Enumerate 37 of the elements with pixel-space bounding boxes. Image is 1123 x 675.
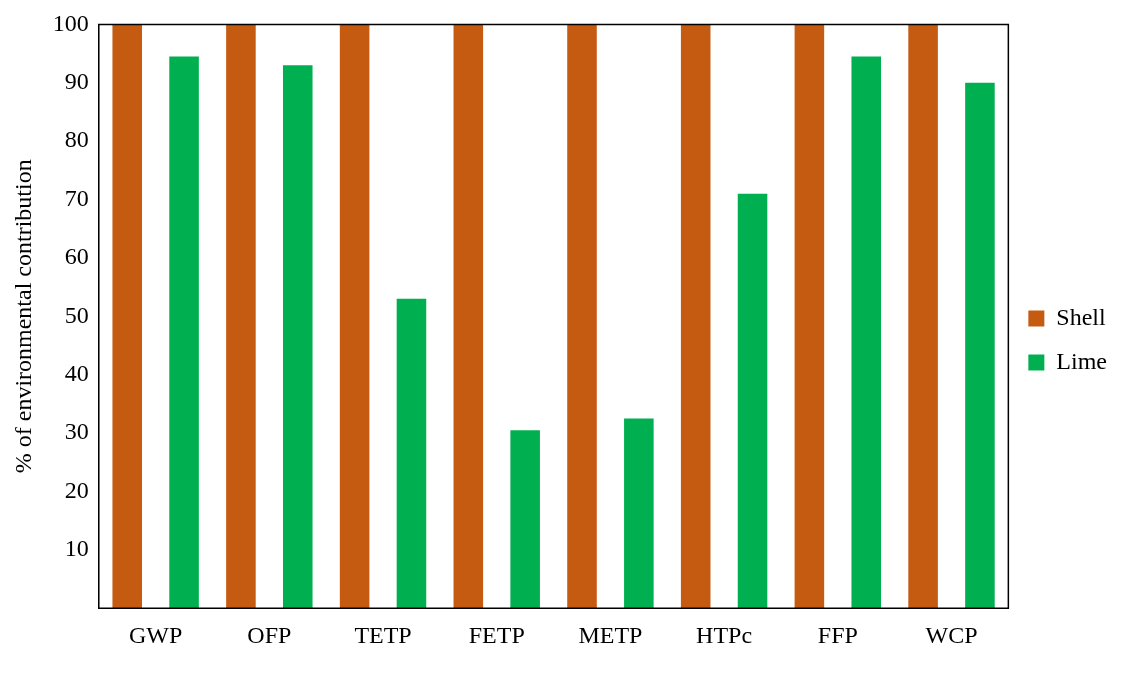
y-tick-label: 50 <box>64 301 89 328</box>
bar <box>680 24 711 609</box>
bar <box>965 82 995 609</box>
legend-label: Lime <box>1056 347 1108 374</box>
y-tick-label: 70 <box>64 184 89 211</box>
x-tick-label: OFP <box>247 621 292 648</box>
bar <box>396 298 427 609</box>
bar <box>737 193 768 609</box>
y-tick-label: 30 <box>64 418 89 445</box>
bar <box>282 65 313 609</box>
x-tick-label: HTPc <box>696 621 753 648</box>
x-tick-label: GWP <box>128 621 183 648</box>
y-tick-label: 60 <box>64 243 89 270</box>
bar <box>112 24 142 609</box>
bar <box>226 24 256 609</box>
x-tick-label: FETP <box>468 621 525 648</box>
y-tick-label: 100 <box>52 9 89 36</box>
x-tick-label: METP <box>578 621 643 648</box>
bar <box>908 24 938 609</box>
bar <box>453 24 484 609</box>
bar <box>794 24 825 609</box>
bar <box>169 56 199 609</box>
y-axis-title: % of environmental contribution <box>9 159 36 474</box>
y-tick-label: 90 <box>64 68 89 95</box>
bar <box>624 418 654 609</box>
bar <box>851 56 882 609</box>
bar <box>510 430 540 609</box>
legend-label: Shell <box>1056 303 1107 330</box>
y-tick-label: 20 <box>64 476 89 503</box>
y-tick-label: 40 <box>64 359 89 386</box>
x-tick-label: WCP <box>925 621 978 648</box>
y-tick-label: 80 <box>64 126 89 153</box>
x-tick-label: FFP <box>817 621 858 648</box>
bar <box>567 24 597 609</box>
bar <box>339 24 370 609</box>
y-tick-label: 10 <box>64 535 89 562</box>
x-tick-label: TETP <box>354 621 412 648</box>
